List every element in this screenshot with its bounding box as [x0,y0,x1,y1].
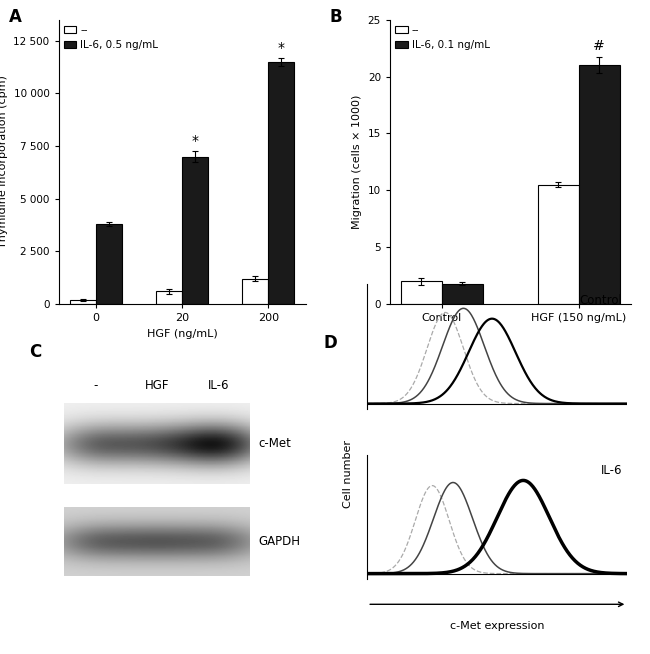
Bar [156,292,182,304]
Bar [538,184,578,304]
Text: GAPDH: GAPDH [258,535,300,548]
Text: *: * [278,41,285,55]
Legend: --, IL-6, 0.1 ng/mL: --, IL-6, 0.1 ng/mL [395,25,490,50]
Bar [578,65,619,304]
Legend: --, IL-6, 0.5 ng/mL: --, IL-6, 0.5 ng/mL [64,25,159,50]
Text: #: # [593,39,605,52]
Text: Cell number: Cell number [343,440,353,508]
Text: B: B [330,9,343,26]
Text: -: - [93,379,98,392]
Text: IL-6: IL-6 [208,379,229,392]
Text: *: * [192,133,198,148]
Y-axis label: Thymidine incorporation (cpm): Thymidine incorporation (cpm) [0,75,8,249]
Text: C: C [29,343,41,361]
Bar [96,224,122,304]
Bar [442,284,483,304]
Text: c-Met: c-Met [258,437,291,450]
Text: HGF: HGF [145,379,169,392]
Text: c-Met expression: c-Met expression [450,621,545,630]
Bar [242,279,268,304]
Text: D: D [323,334,337,353]
Text: IL-6: IL-6 [601,464,622,477]
Text: Control: Control [579,294,622,307]
X-axis label: HGF (ng/mL): HGF (ng/mL) [147,329,217,339]
Bar [268,61,294,304]
Y-axis label: Migration (cells × 1000): Migration (cells × 1000) [352,95,362,229]
Bar [182,156,208,304]
Bar [70,300,96,304]
Bar [401,281,442,304]
Text: A: A [9,9,22,26]
